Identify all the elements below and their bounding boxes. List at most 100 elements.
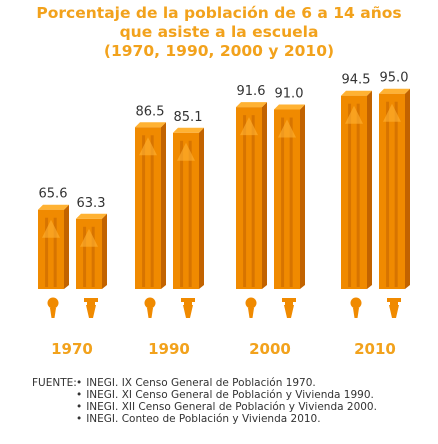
icon-head: [181, 298, 195, 302]
pencil-tip: [80, 228, 98, 247]
pencil-cap: [341, 90, 372, 96]
value-label: 94.5: [342, 73, 371, 88]
pencil-bar-chart: 65.6 63.3 1970 86.5 85.1 1990 91.6 91.0 2000 94.5…: [38, 71, 410, 358]
icon-neck: [390, 302, 398, 305]
pencil-side: [262, 102, 267, 289]
pencil-stripe: [142, 135, 146, 287]
pencil-bar: [173, 127, 204, 290]
pencil-tip: [278, 119, 296, 138]
source-item: INEGI. Conteo de Población y Vivienda 20…: [76, 413, 377, 425]
pencil-tip: [240, 117, 258, 136]
pencil-bar: [341, 90, 372, 289]
icon-head: [282, 298, 296, 302]
year-label: 1990: [148, 340, 190, 358]
pencil-stripe: [386, 101, 390, 288]
icon-body: [183, 305, 193, 318]
source-label: FUENTE:: [32, 377, 77, 389]
icon-body: [389, 305, 399, 318]
pencil-cap: [379, 88, 410, 94]
pencil-bar: [274, 104, 305, 289]
icon-neck: [285, 302, 293, 305]
male-figure-icon: [181, 298, 195, 318]
icon-head: [387, 298, 401, 302]
value-label: 86.5: [136, 104, 165, 119]
icon-body: [353, 308, 359, 318]
pencil-stripe: [243, 115, 247, 287]
female-figure-icon: [350, 297, 362, 318]
pencil-stripe: [394, 101, 398, 288]
male-figure-icon: [282, 298, 296, 318]
pencil-side: [405, 88, 410, 290]
pencil-cap: [76, 213, 107, 219]
value-label: 91.0: [275, 87, 304, 102]
pencil-bar: [236, 102, 267, 289]
icon-body: [284, 305, 294, 318]
value-label: 65.6: [39, 187, 68, 202]
icon-neck: [184, 302, 192, 305]
chart-title: Porcentaje de la población de 6 a 14 año…: [0, 4, 438, 61]
pencil-body: [379, 93, 405, 290]
year-label: 2010: [354, 340, 396, 358]
pencil-tip: [345, 105, 363, 124]
pencil-side: [64, 204, 69, 289]
source-item: INEGI. IX Censo General de Población 197…: [76, 377, 377, 389]
female-figure-icon: [245, 297, 257, 318]
female-figure-icon: [47, 297, 59, 318]
icon-body: [50, 308, 56, 318]
pencil-cap: [135, 122, 166, 128]
pencil-side: [102, 213, 107, 289]
pencil-cap: [236, 102, 267, 108]
pencil-stripe: [251, 115, 255, 287]
value-label: 91.6: [237, 84, 266, 99]
source-item: INEGI. XII Censo General de Población y …: [76, 401, 377, 413]
icon-neck: [87, 302, 95, 305]
pencil-body: [274, 109, 300, 289]
value-label: 85.1: [174, 110, 203, 125]
pencil-tip: [177, 142, 195, 161]
year-label: 2000: [249, 340, 291, 358]
source-list: INEGI. IX Censo General de Población 197…: [76, 377, 377, 425]
pencil-side: [300, 104, 305, 289]
icon-head: [144, 297, 156, 309]
icon-head: [47, 297, 59, 309]
icon-head: [84, 298, 98, 302]
pencil-bar: [379, 88, 410, 290]
pencil-cap: [274, 104, 305, 110]
male-figure-icon: [84, 298, 98, 318]
pencil-bar: [135, 122, 166, 289]
pencil-side: [367, 90, 372, 289]
pencil-side: [161, 122, 166, 289]
pencil-cap: [173, 127, 204, 133]
pencil-stripe: [289, 117, 293, 287]
icon-head: [350, 297, 362, 309]
pencil-bar: [76, 213, 107, 289]
pencil-stripe: [53, 217, 57, 287]
title-line-1: Porcentaje de la población de 6 a 14 año…: [36, 4, 402, 22]
pencil-tip: [42, 219, 60, 238]
pencil-side: [199, 127, 204, 290]
pencil-stripe: [83, 226, 87, 287]
pencil-body: [236, 107, 262, 289]
value-label: 63.3: [77, 196, 106, 211]
icon-body: [248, 308, 254, 318]
title-line-2: que asiste a la escuela: [119, 23, 319, 41]
title-line-3: (1970, 1990, 2000 y 2010): [103, 42, 335, 60]
pencil-tip: [139, 137, 157, 156]
female-figure-icon: [144, 297, 156, 318]
pencil-body: [341, 95, 367, 289]
pencil-stripe: [356, 103, 360, 287]
pencil-stripe: [91, 226, 95, 287]
icon-body: [86, 305, 96, 318]
pencil-stripe: [188, 140, 192, 287]
icon-head: [245, 297, 257, 309]
year-label: 1970: [51, 340, 93, 358]
pencil-stripe: [281, 117, 285, 287]
pencil-cap: [38, 204, 69, 210]
source-item: INEGI. XI Censo General de Población y V…: [76, 389, 377, 401]
pencil-tip: [383, 103, 401, 122]
pencil-bar: [38, 204, 69, 289]
pencil-stripe: [150, 135, 154, 287]
icon-body: [147, 308, 153, 318]
pencil-stripe: [45, 217, 49, 287]
pencil-stripe: [180, 140, 184, 287]
